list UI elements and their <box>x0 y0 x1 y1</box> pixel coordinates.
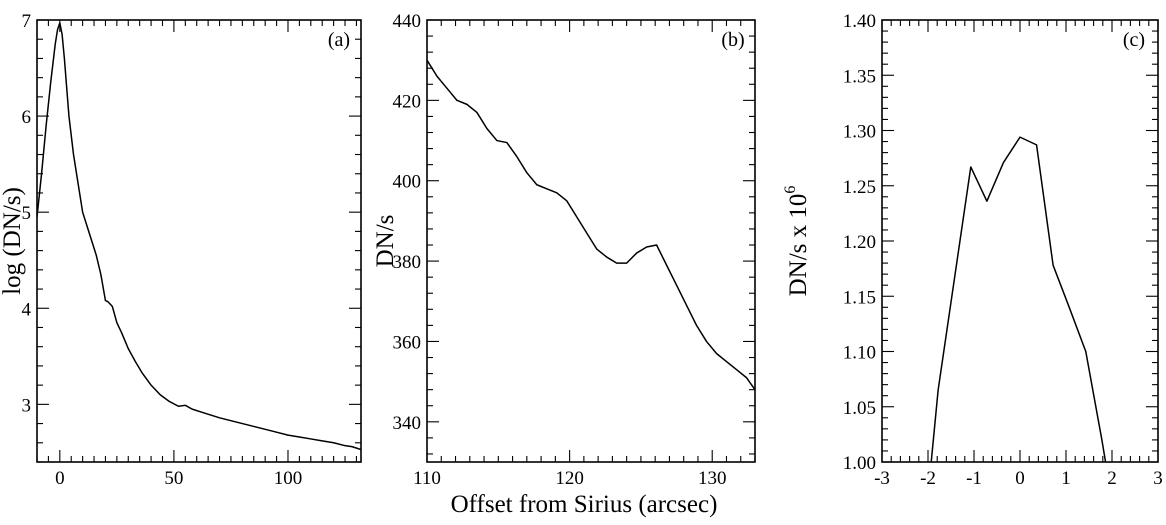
panel-a: 0 50 100 3 4 5 6 7 log (DN/s) (a) <box>0 11 362 489</box>
axis-ticks <box>426 19 756 462</box>
y-tick-label: 1.00 <box>843 453 876 474</box>
panel-label: (b) <box>721 29 744 51</box>
y-tick-label: 340 <box>393 413 422 434</box>
y-tick-label: 1.20 <box>843 232 876 253</box>
panel-b: 110 120 130 340 360 380 400 420 440 DN/s (b) <box>372 11 756 489</box>
x-tick-label: 50 <box>164 468 183 489</box>
y-axis-label: DN/s x 106 <box>782 186 812 297</box>
y-tick-label: 1.05 <box>843 398 876 419</box>
panel-c: -3 -2 -1 0 1 2 3 1.00 1.05 1.10 1.15 1.20 1.25 1.30 1.… <box>782 11 1163 489</box>
x-tick-label: -3 <box>874 468 890 489</box>
x-tick-label: 1 <box>1061 468 1071 489</box>
x-tick-label: -2 <box>920 468 936 489</box>
y-axis-label: DN/s <box>372 215 399 268</box>
shared-x-axis-label: Offset from Sirius (arcsec) <box>451 491 718 518</box>
y-tick-label: 1.15 <box>843 287 876 308</box>
x-tick-label: 0 <box>55 468 65 489</box>
y-tick-label: 6 <box>22 107 32 128</box>
plot-frame <box>881 19 1159 463</box>
y-tick-label: 420 <box>393 91 422 112</box>
plot-frame <box>426 19 756 463</box>
y-tick-label: 3 <box>22 395 32 416</box>
x-tick-label: -1 <box>966 468 982 489</box>
x-tick-label: 3 <box>1153 468 1163 489</box>
y-tick-label: 1.40 <box>843 11 876 32</box>
x-tick-label: 2 <box>1107 468 1117 489</box>
x-tick-label: 120 <box>555 468 584 489</box>
panel-label: (c) <box>1123 29 1145 51</box>
y-axis-label: log (DN/s) <box>0 187 26 295</box>
y-tick-label: 4 <box>22 299 32 320</box>
x-tick-label: 0 <box>1015 468 1025 489</box>
y-axis-label-exponent: 6 <box>782 186 799 194</box>
y-tick-label: 380 <box>393 252 422 273</box>
panel-label: (a) <box>328 29 350 51</box>
y-tick-label: 440 <box>393 11 422 32</box>
y-tick-label: 1.10 <box>843 343 876 364</box>
x-tick-label: 130 <box>698 468 727 489</box>
y-tick-label: 1.25 <box>843 177 876 198</box>
axis-ticks <box>881 19 1159 463</box>
y-tick-label: 7 <box>22 11 32 32</box>
axis-ticks <box>36 19 361 463</box>
y-tick-label: 5 <box>22 203 32 224</box>
data-series-line <box>427 59 755 391</box>
data-series-line <box>930 136 1107 462</box>
x-tick-label: 100 <box>274 468 303 489</box>
x-tick-label: 110 <box>413 468 441 489</box>
y-tick-label: 1.35 <box>843 66 876 87</box>
data-series-line <box>37 22 361 451</box>
y-tick-label: 360 <box>393 332 422 353</box>
y-tick-label: 1.30 <box>843 122 876 143</box>
y-tick-label: 400 <box>393 172 422 193</box>
plot-frame <box>36 19 362 463</box>
